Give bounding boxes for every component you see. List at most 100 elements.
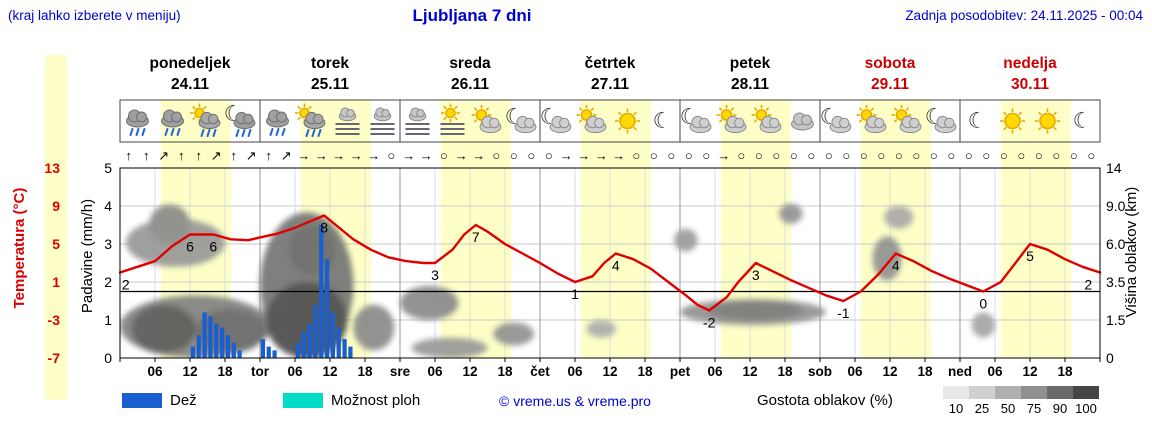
svg-text:→: → — [472, 148, 485, 163]
svg-text:↗: ↗ — [281, 148, 292, 163]
svg-text:↑: ↑ — [143, 148, 150, 163]
svg-text:○: ○ — [895, 148, 903, 163]
moon-cloud-icon: ☾ — [540, 104, 572, 134]
svg-text:→: → — [350, 148, 363, 163]
cloud-areas — [120, 203, 995, 358]
svg-text:↗: ↗ — [246, 148, 257, 163]
svg-text:○: ○ — [772, 148, 780, 163]
svg-text:18: 18 — [497, 364, 513, 379]
day-date: 29.11 — [871, 76, 909, 93]
weather-icon-row: ☾ ☾ ☾ ☾ ☾ ☾ ☾ ☾ ☾ — [126, 101, 1093, 137]
svg-text:→: → — [717, 148, 730, 163]
svg-text:1: 1 — [104, 312, 112, 328]
svg-text:○: ○ — [1035, 148, 1043, 163]
svg-text:14: 14 — [1106, 160, 1122, 176]
density-tick-label: 25 — [974, 401, 990, 416]
svg-text:6: 6 — [186, 239, 194, 255]
svg-text:↑: ↑ — [231, 148, 238, 163]
credit-link[interactable]: © vreme.us & vreme.pro — [499, 393, 651, 409]
svg-text:○: ○ — [650, 148, 658, 163]
svg-text:12: 12 — [182, 364, 197, 379]
day-date: 26.11 — [451, 76, 489, 93]
moon-icon: ☾ — [1073, 108, 1093, 133]
moon-cloud-icon: ☾ — [925, 104, 957, 134]
wind-symbol-row: ↑ ↑ ↗ ↑ ↑ ↗ ↑ ↗ ↑ ↗ → → → → → ○ → → ○ → → ○ ○ ○ ○ → → → → ○ ○ ○ ○ ○ → ○ ○ ○ ○ ○… — [126, 148, 1096, 163]
day-name: torek — [311, 55, 349, 72]
cloud-density-scale: 10 25 50 75 90 100 — [943, 386, 1103, 420]
svg-text:-7: -7 — [48, 350, 61, 366]
svg-text:5: 5 — [1026, 248, 1034, 264]
svg-text:3: 3 — [431, 267, 439, 283]
cloudheight-axis-title: Višina oblakov (km) — [1123, 186, 1140, 318]
svg-text:-3: -3 — [48, 312, 61, 328]
sun-fog-icon — [440, 103, 465, 135]
svg-text:0: 0 — [104, 350, 112, 366]
density-tick-label: 90 — [1052, 401, 1068, 416]
moon-icon: ☾ — [968, 108, 988, 133]
sun-cloud-icon — [751, 105, 782, 134]
svg-text:↗: ↗ — [158, 148, 169, 163]
precip-axis-title: Padavine (mm/h) — [79, 198, 96, 314]
svg-text:0: 0 — [1106, 350, 1114, 366]
temperature-value-labels: 2 6 6 8 3 7 1 4 -2 3 -1 4 0 5 2 — [122, 220, 1093, 331]
svg-text:→: → — [577, 148, 590, 163]
svg-text:18: 18 — [357, 364, 373, 379]
svg-text:○: ○ — [860, 148, 868, 163]
svg-text:↑: ↑ — [126, 148, 133, 163]
svg-text:→: → — [560, 148, 573, 163]
sun-cloud-icon — [716, 105, 747, 134]
svg-text:sob: sob — [808, 364, 832, 379]
svg-text:○: ○ — [947, 148, 955, 163]
svg-text:○: ○ — [755, 148, 763, 163]
rain-icon — [126, 109, 149, 136]
day-date: 30.11 — [1011, 76, 1049, 93]
moon-icon: ☾ — [653, 108, 673, 133]
svg-text:○: ○ — [1052, 148, 1060, 163]
fog-icon — [370, 107, 395, 135]
svg-text:3: 3 — [752, 267, 760, 283]
margin-band — [45, 55, 67, 400]
svg-text:☾: ☾ — [1073, 108, 1093, 133]
svg-text:○: ○ — [510, 148, 518, 163]
day-name: ponedeljek — [150, 55, 231, 72]
svg-text:9: 9 — [52, 198, 60, 214]
svg-text:12: 12 — [1022, 364, 1037, 379]
svg-text:○: ○ — [527, 148, 535, 163]
svg-text:→: → — [420, 148, 433, 163]
svg-text:06: 06 — [147, 364, 163, 379]
day-name: četrtek — [585, 55, 636, 72]
density-segment — [969, 386, 995, 399]
svg-text:○: ○ — [667, 148, 675, 163]
svg-text:○: ○ — [842, 148, 850, 163]
svg-text:→: → — [595, 148, 608, 163]
svg-text:○: ○ — [877, 148, 885, 163]
svg-text:6.0: 6.0 — [1106, 236, 1126, 252]
svg-text:○: ○ — [685, 148, 693, 163]
svg-text:13: 13 — [44, 160, 60, 176]
svg-text:12: 12 — [602, 364, 617, 379]
svg-text:↑: ↑ — [196, 148, 203, 163]
svg-text:06: 06 — [287, 364, 303, 379]
svg-text:čet: čet — [530, 364, 550, 379]
day-name: nedelja — [1003, 55, 1057, 72]
density-tick-label: 50 — [1000, 401, 1016, 416]
rain-swatch — [122, 393, 162, 408]
svg-text:○: ○ — [1087, 148, 1095, 163]
svg-text:○: ○ — [545, 148, 553, 163]
precip-bars — [190, 225, 353, 358]
density-segment — [995, 386, 1021, 399]
svg-text:4: 4 — [104, 198, 112, 214]
svg-text:↑: ↑ — [178, 148, 185, 163]
x-axis-labels: 06 12 18 06 12 18 06 12 18 06 12 18 06 12 18 06 12 18 06 12… — [147, 364, 1073, 379]
svg-text:→: → — [612, 148, 625, 163]
svg-text:○: ○ — [825, 148, 833, 163]
svg-text:→: → — [297, 148, 310, 163]
svg-text:○: ○ — [965, 148, 973, 163]
moon-cloud-icon: ☾ — [680, 104, 712, 134]
svg-text:→: → — [455, 148, 468, 163]
showers-swatch — [283, 393, 323, 408]
last-update-timestamp: Zadnja posodobitev: 24.11.2025 - 00:04 — [905, 8, 1143, 23]
svg-text:1: 1 — [52, 274, 60, 290]
